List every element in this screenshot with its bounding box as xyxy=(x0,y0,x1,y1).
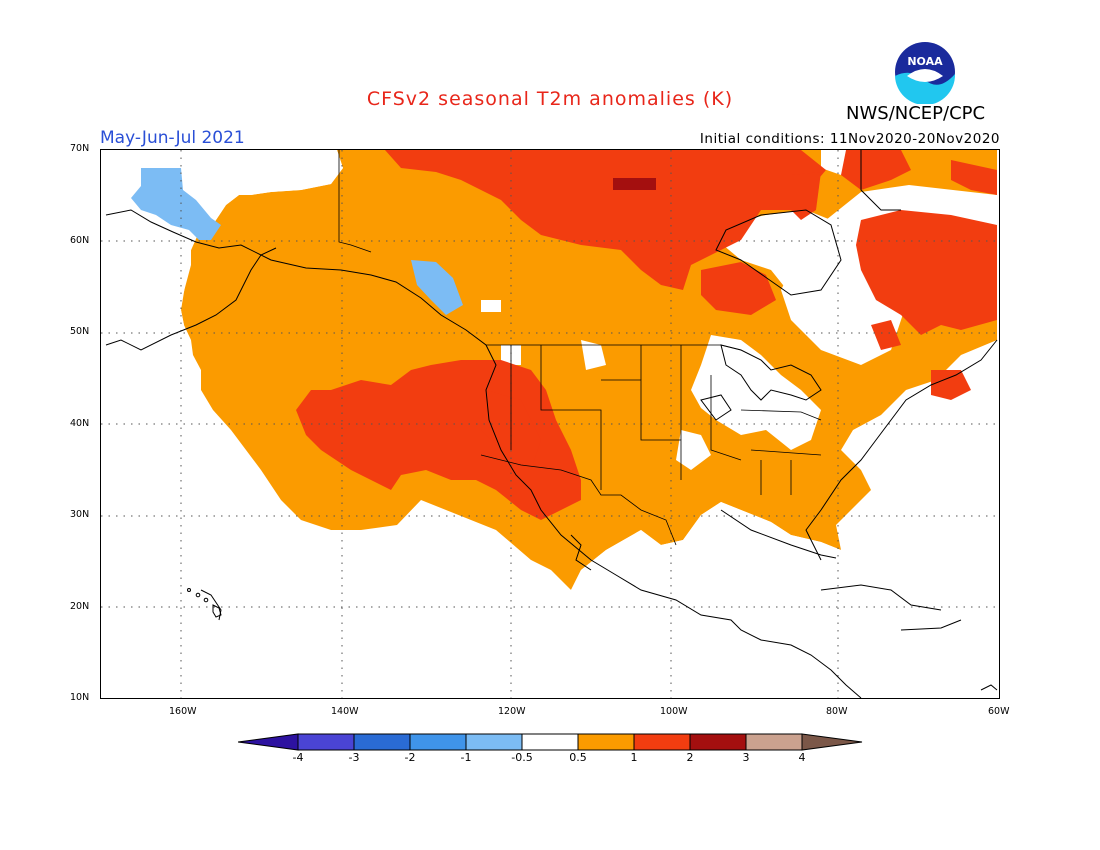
colorbar-segment xyxy=(801,733,863,751)
lat-label: 30N xyxy=(70,509,90,520)
colorbar-segment xyxy=(633,733,691,751)
colorbar xyxy=(238,733,863,751)
anomaly-darkred-layer xyxy=(613,178,656,190)
coastlines xyxy=(105,150,998,698)
colorbar-label: -3 xyxy=(348,751,360,764)
colorbar-label: -4 xyxy=(292,751,304,764)
colorbar-segment xyxy=(577,733,635,751)
chart-title: CFSv2 seasonal T2m anomalies (K) xyxy=(366,88,734,110)
anomaly-red-layer xyxy=(296,150,997,520)
political-borders xyxy=(338,150,822,546)
lon-label: 100W xyxy=(660,706,688,717)
map-panel xyxy=(100,149,1000,699)
lat-label: 50N xyxy=(70,326,90,337)
lon-label: 60W xyxy=(988,706,1010,717)
noaa-logo: NOAA xyxy=(894,41,956,104)
lon-label: 120W xyxy=(498,706,526,717)
colorbar-label: 1 xyxy=(630,751,638,764)
colorbar-segment xyxy=(689,733,747,751)
colorbar-label: -1 xyxy=(460,751,472,764)
colorbar-label: -0.5 xyxy=(511,751,533,764)
colorbar-label: 3 xyxy=(742,751,750,764)
colorbar-segment xyxy=(297,733,355,751)
lon-label: 140W xyxy=(331,706,359,717)
lon-label: 160W xyxy=(169,706,197,717)
colorbar-label: 4 xyxy=(798,751,806,764)
colorbar-segment xyxy=(238,733,299,751)
colorbar-label: 2 xyxy=(686,751,694,764)
colorbar-segment xyxy=(521,733,579,751)
anomaly-map xyxy=(101,150,999,698)
lat-label: 40N xyxy=(70,418,90,429)
colorbar-segment xyxy=(465,733,523,751)
season-label: May-Jun-Jul 2021 xyxy=(100,128,245,148)
hawaii-islands xyxy=(187,588,222,618)
lat-label: 10N xyxy=(70,692,90,703)
map-gridlines xyxy=(101,150,999,698)
colorbar-label: -2 xyxy=(404,751,416,764)
colorbar-segment xyxy=(353,733,411,751)
lat-label: 60N xyxy=(70,235,90,246)
lat-label: 20N xyxy=(70,601,90,612)
anomaly-lightblue-layer xyxy=(131,168,463,315)
initial-conditions-label: Initial conditions: 11Nov2020-20Nov2020 xyxy=(699,131,1000,147)
colorbar-label: 0.5 xyxy=(569,751,587,764)
colorbar-segment xyxy=(409,733,467,751)
lon-label: 80W xyxy=(826,706,848,717)
agency-label: NWS/NCEP/CPC xyxy=(846,103,986,124)
logo-text: NOAA xyxy=(907,55,943,68)
colorbar-segment xyxy=(745,733,803,751)
lat-label: 70N xyxy=(70,143,90,154)
